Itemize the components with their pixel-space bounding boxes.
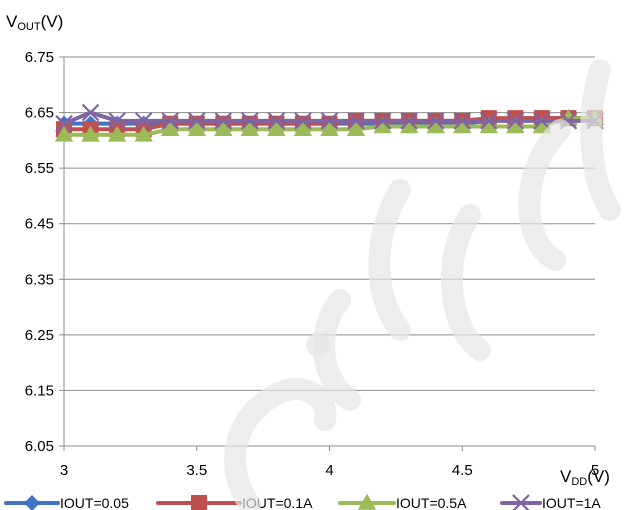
x-tick-label: 4	[325, 462, 333, 479]
y-tick-label: 6.65	[25, 105, 54, 122]
x-tick-label: 5	[591, 462, 599, 479]
y-tick-label: 6.45	[25, 216, 54, 233]
data-point	[453, 117, 472, 134]
data-point	[134, 125, 153, 142]
data-point	[107, 125, 127, 142]
data-point	[161, 112, 179, 130]
data-point	[161, 120, 180, 137]
data-point	[506, 117, 525, 134]
legend-marker	[357, 493, 377, 510]
x-tick-label: 3.5	[186, 462, 207, 479]
data-point	[294, 112, 312, 130]
data-point	[533, 112, 551, 130]
x-axis-label-main: V	[560, 467, 572, 486]
y-tick-label: 6.35	[25, 271, 54, 288]
data-point	[426, 117, 445, 134]
data-point	[267, 120, 286, 137]
data-point	[134, 112, 153, 130]
data-point	[187, 120, 206, 137]
data-point	[453, 112, 472, 130]
data-point	[320, 112, 339, 130]
data-point	[373, 117, 392, 134]
legend-marker	[191, 495, 207, 510]
data-point	[81, 125, 100, 142]
legend: IOUT=0.05 IOUT=0.1A IOUT=0.5A IOUT=1A	[4, 493, 601, 510]
x-tick-label: 3	[60, 462, 68, 479]
data-point	[187, 112, 206, 130]
data-point	[506, 112, 525, 130]
tick-labels: 6.05 6.15 6.25 6.35 6.45 6.55 6.65 6.75 3 3.5 4 4.5…	[25, 49, 599, 479]
legend-label: IOUT=0.05	[60, 495, 129, 510]
legend-marker	[512, 494, 530, 510]
x-axis-label: VDD(V)	[560, 467, 610, 488]
data-point	[347, 112, 365, 130]
data-point	[320, 120, 339, 137]
y-tick-label: 6.15	[25, 382, 54, 399]
data-point	[293, 120, 313, 137]
x-axis-label-sub: DD	[571, 476, 588, 488]
data-point	[214, 112, 233, 130]
legend-marker	[24, 495, 40, 510]
data-point	[81, 103, 100, 122]
x-tick-label: 4.5	[452, 462, 473, 479]
data-point	[267, 112, 286, 130]
legend-label: IOUT=0.5A	[396, 495, 467, 510]
data-point	[399, 117, 419, 134]
data-point	[426, 112, 445, 130]
y-axis-label-main: V	[6, 12, 18, 31]
data-point	[55, 114, 73, 133]
data-point	[108, 112, 126, 130]
y-tick-label: 6.25	[25, 327, 54, 344]
y-tick-label: 6.75	[25, 49, 54, 66]
data-point	[400, 112, 418, 130]
y-tick-label: 6.05	[25, 438, 54, 455]
data-point	[214, 120, 233, 137]
data-point	[241, 112, 259, 130]
data-point	[373, 112, 392, 130]
data-point	[479, 117, 498, 134]
data-point	[346, 120, 366, 137]
y-tick-label: 6.55	[25, 160, 54, 177]
series-IOUT=1A	[55, 103, 604, 133]
data-point	[54, 125, 74, 142]
x-axis-label-unit: (V)	[587, 467, 610, 486]
y-axis-label: VOUT(V)	[6, 12, 63, 33]
legend-item: IOUT=0.05	[4, 495, 129, 510]
legend-item: IOUT=0.5A	[338, 493, 467, 510]
data-point	[480, 112, 498, 130]
legend-label: IOUT=1A	[542, 495, 601, 510]
data-point	[240, 120, 260, 137]
y-axis-label-sub: OUT	[17, 21, 41, 33]
y-axis-label-unit: (V)	[40, 12, 64, 31]
legend-item: IOUT=1A	[500, 494, 601, 510]
